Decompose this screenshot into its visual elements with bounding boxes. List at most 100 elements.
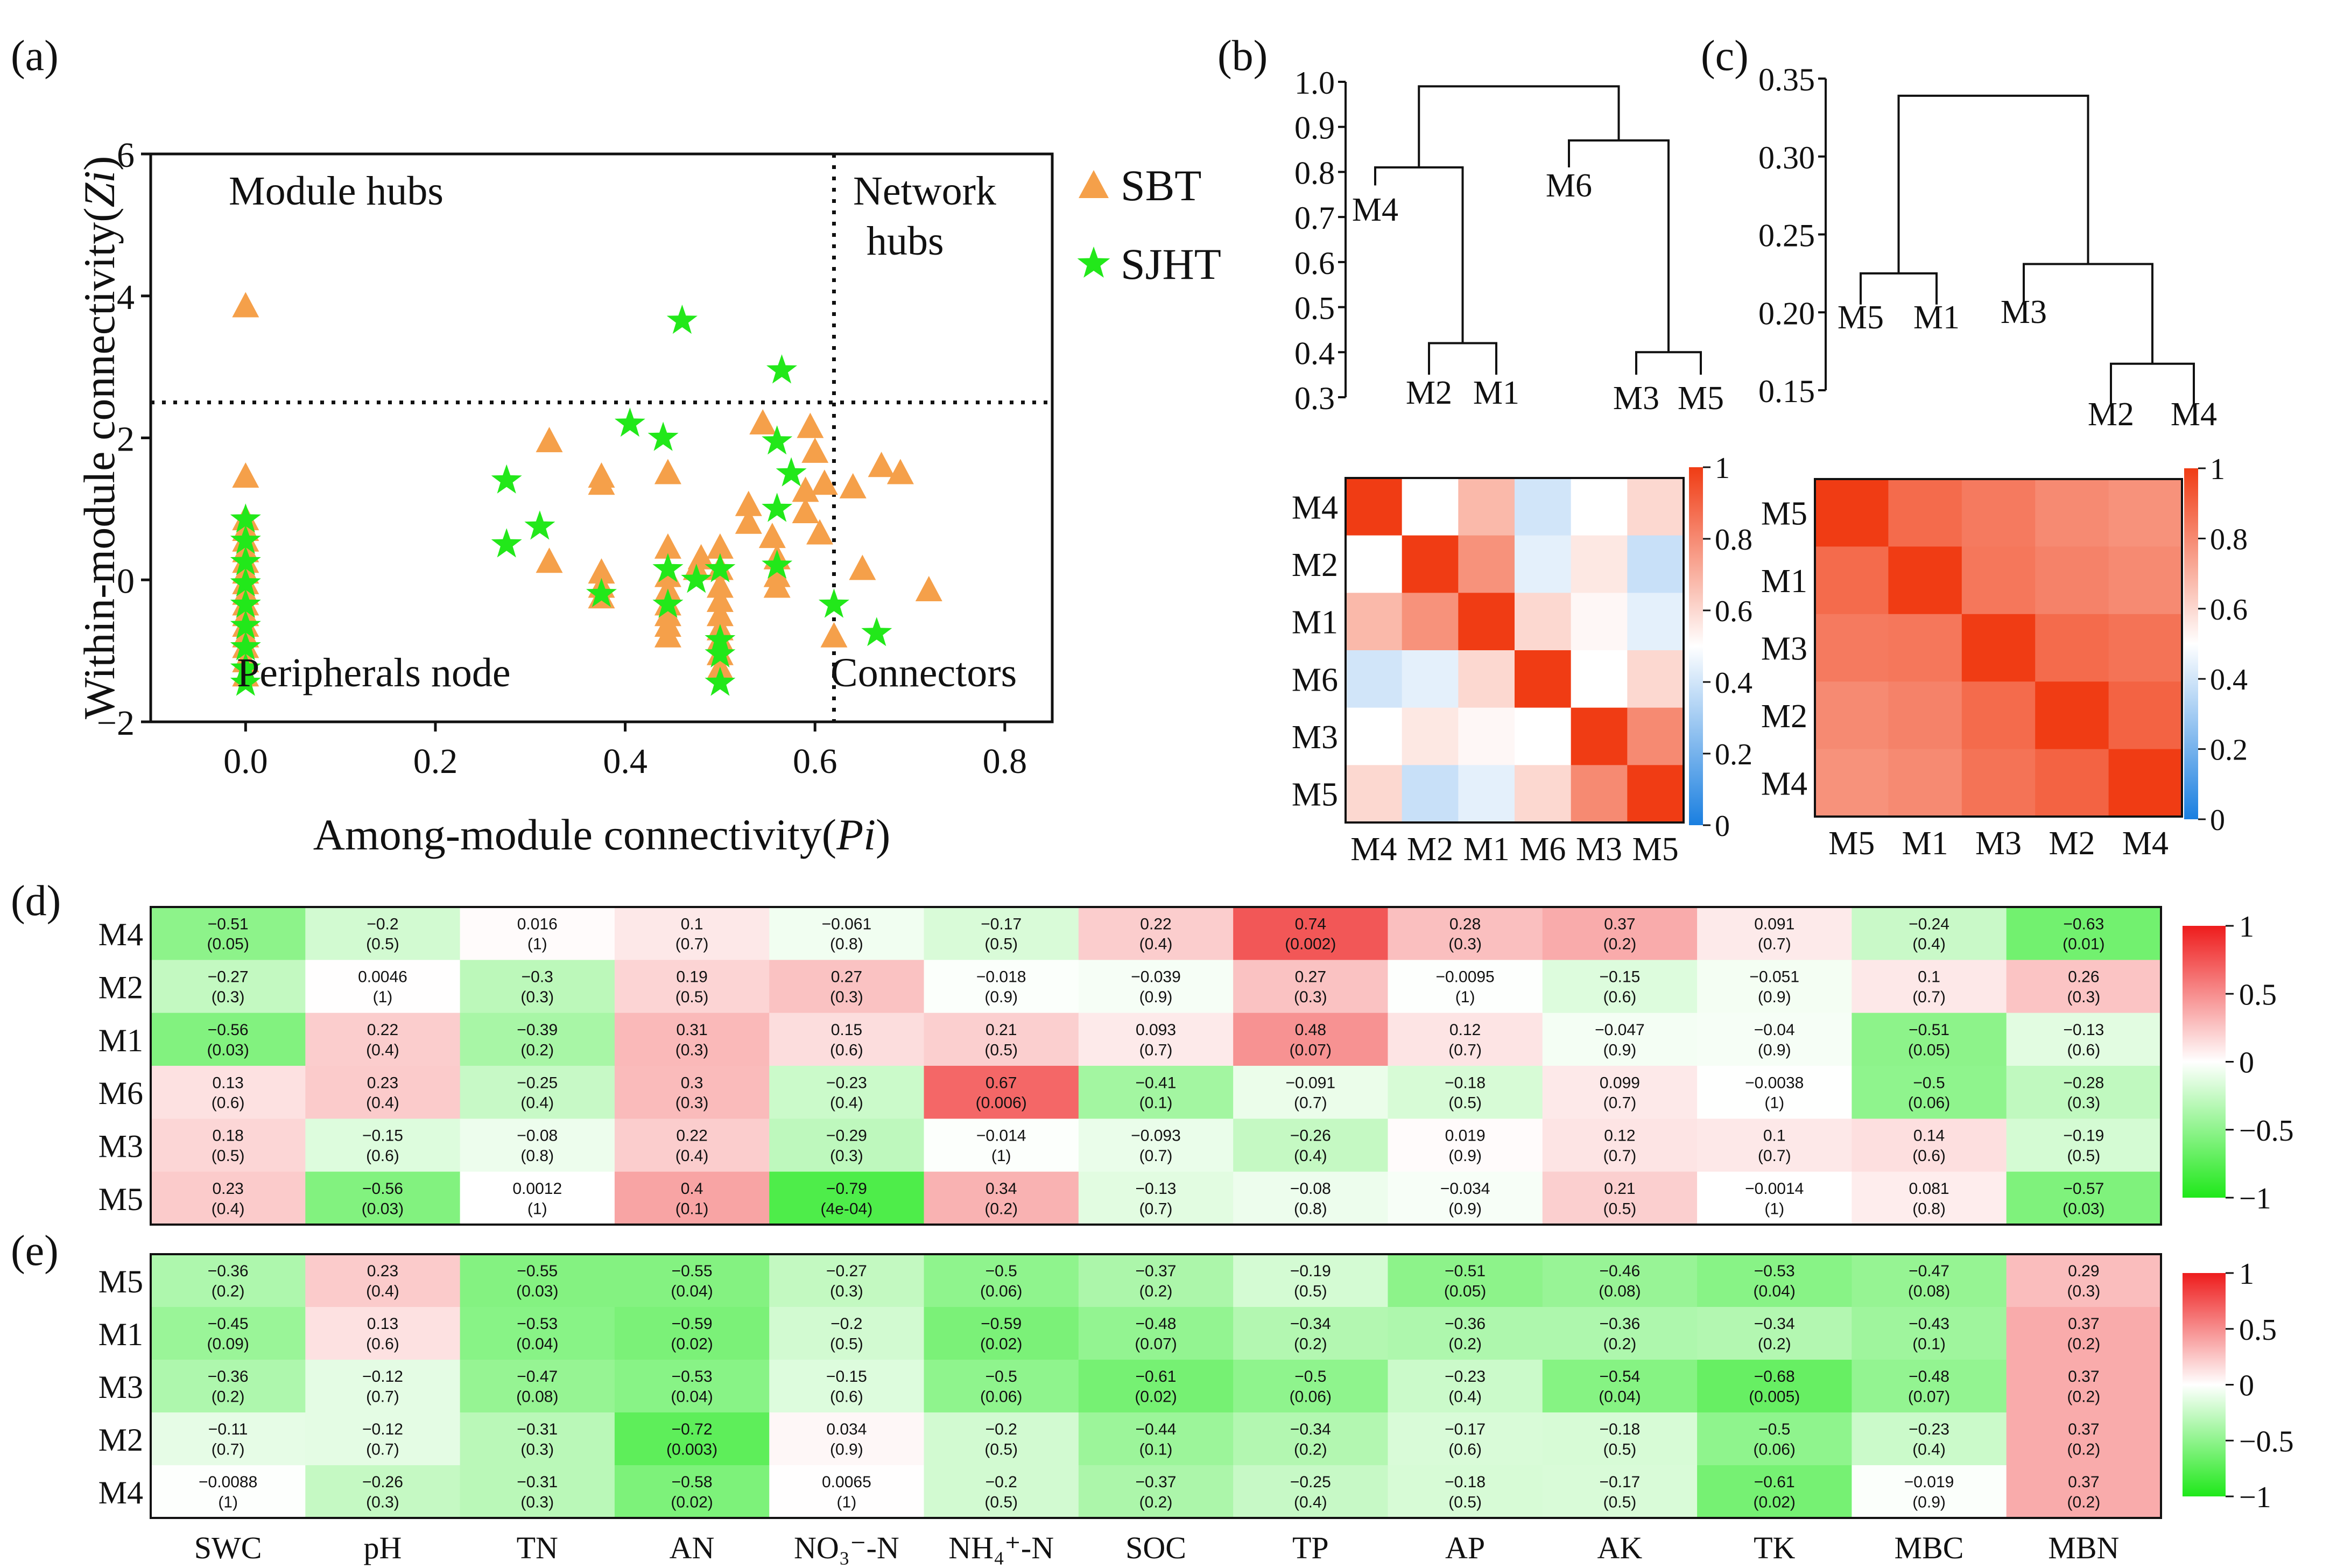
corr-value: −0.45 xyxy=(208,1315,249,1333)
corr-cell xyxy=(769,1171,925,1225)
corr-pvalue: (0.03) xyxy=(207,1041,249,1059)
corr-value: −0.44 xyxy=(1136,1421,1177,1438)
corr-pvalue: (0.3) xyxy=(1294,988,1327,1006)
corr-cell xyxy=(2006,960,2162,1014)
sjht-point xyxy=(818,588,849,618)
corr-value: 0.34 xyxy=(986,1180,1017,1198)
sbt-point xyxy=(749,409,777,435)
corr-pvalue: (0.02) xyxy=(671,1493,713,1511)
corr-pvalue: (0.2) xyxy=(2067,1335,2101,1353)
heatmap-cell xyxy=(1961,614,2036,682)
sbt-point xyxy=(868,452,895,477)
y-tick-label: 2 xyxy=(117,420,135,459)
sbt-point xyxy=(806,519,834,545)
corr-value: −0.34 xyxy=(1290,1315,1331,1333)
corr-cell xyxy=(769,1465,925,1518)
corr-value: −0.2 xyxy=(986,1473,1017,1491)
corr-value: −0.091 xyxy=(1286,1074,1336,1092)
corr-pvalue: (0.7) xyxy=(1294,1094,1327,1112)
corr-cell xyxy=(2006,1307,2162,1360)
colorbar-tick-label: 0 xyxy=(1715,810,1730,843)
corr-value: 0.23 xyxy=(367,1262,398,1280)
sbt-point xyxy=(706,601,734,627)
corr-cell xyxy=(2006,1119,2162,1172)
corr-cell xyxy=(614,1360,770,1413)
corr-cell xyxy=(1233,1066,1388,1119)
corr-pvalue: (0.1) xyxy=(675,1200,709,1218)
region-network-hubs-line2: hubs xyxy=(867,219,944,264)
corr-cell xyxy=(151,960,306,1014)
sbt-point xyxy=(588,469,615,495)
corr-cell xyxy=(769,1307,925,1360)
corr-pvalue: (0.9) xyxy=(1139,988,1173,1006)
x-tick-label: 0.6 xyxy=(793,742,837,781)
corr-value: 0.1 xyxy=(1918,968,1940,986)
sjht-point xyxy=(705,553,736,582)
heatmap-col-label: M4 xyxy=(2122,825,2169,862)
corr-cell xyxy=(1852,1412,2007,1466)
corr-pvalue: (0.01) xyxy=(2063,936,2104,953)
corr-pvalue: (0.9) xyxy=(1448,1147,1482,1165)
corr-cell xyxy=(614,1171,770,1225)
corr-value: −0.56 xyxy=(208,1021,249,1039)
corr-value: 0.21 xyxy=(1604,1180,1635,1198)
dendro-y-tick-label: 0.5 xyxy=(1294,291,1335,326)
corr-value: 0.016 xyxy=(517,915,558,933)
corr-cell xyxy=(1388,1119,1543,1172)
region-peripherals: Peripherals node xyxy=(237,650,511,695)
corr-value: −0.039 xyxy=(1131,968,1181,986)
corr-value: −0.27 xyxy=(826,1262,867,1280)
corr-cell xyxy=(2006,1066,2162,1119)
corr-cell xyxy=(614,1119,770,1172)
heatmap-row-label: M4 xyxy=(1761,765,1807,802)
corr-value: −0.034 xyxy=(1440,1180,1490,1198)
corr-cell xyxy=(151,1360,306,1413)
corr-cell xyxy=(460,1066,615,1119)
corr-cell xyxy=(305,960,461,1014)
corr-value: −0.15 xyxy=(826,1368,867,1386)
corr-colorbar-tick-label: −1 xyxy=(2239,1182,2271,1215)
heatmap-col-label: M6 xyxy=(1519,831,1566,868)
heatmap-cell xyxy=(1627,650,1684,708)
sjht-point xyxy=(230,666,261,696)
corr-value: −0.34 xyxy=(1290,1421,1331,1438)
corr-cell xyxy=(1078,960,1234,1014)
heatmap-cell xyxy=(1515,707,1572,765)
corr-pvalue: (0.7) xyxy=(366,1440,399,1458)
corr-cell xyxy=(1233,1254,1388,1307)
corr-value: 0.3 xyxy=(681,1074,703,1092)
corr-value: 0.1 xyxy=(681,915,703,933)
corr-value: −0.23 xyxy=(826,1074,867,1092)
corr-value: −0.25 xyxy=(1290,1473,1331,1491)
corr-pvalue: (0.5) xyxy=(366,936,399,953)
corr-value: −0.5 xyxy=(1913,1074,1945,1092)
corr-value: 0.12 xyxy=(1604,1127,1635,1145)
corr-pvalue: (0.06) xyxy=(1908,1094,1950,1112)
dendro-y-tick-label: 0.4 xyxy=(1294,335,1335,371)
corr-row-label: M5 xyxy=(98,1182,143,1217)
corr-col-label: TN xyxy=(517,1530,558,1565)
corr-pvalue: (0.7) xyxy=(1603,1094,1637,1112)
sbt-point xyxy=(588,558,615,584)
corr-value: −0.48 xyxy=(1909,1368,1949,1386)
corr-value: −0.12 xyxy=(362,1368,403,1386)
corr-pvalue: (0.4) xyxy=(1912,936,1946,953)
corr-cell xyxy=(151,1254,306,1307)
heatmap-row-label: M4 xyxy=(1292,489,1338,526)
heatmap-col-label: M5 xyxy=(1632,831,1679,868)
corr-value: 0.37 xyxy=(2068,1368,2099,1386)
sjht-point xyxy=(491,528,522,558)
corr-cell xyxy=(1078,1119,1234,1172)
corr-cell xyxy=(305,907,461,960)
corr-pvalue: (0.4) xyxy=(366,1094,399,1112)
heatmap-frame xyxy=(1345,477,1685,824)
corr-pvalue: (0.3) xyxy=(212,988,245,1006)
corr-cell xyxy=(1697,1066,1852,1119)
corr-pvalue: (0.5) xyxy=(1448,1493,1482,1511)
sjht-point xyxy=(861,617,892,646)
sjht-point xyxy=(230,631,261,660)
corr-value: −0.56 xyxy=(362,1180,403,1198)
colorbar-tick-label: 0.6 xyxy=(2210,593,2248,627)
corr-cell xyxy=(1078,1012,1234,1066)
heatmap-cell xyxy=(2108,479,2183,547)
